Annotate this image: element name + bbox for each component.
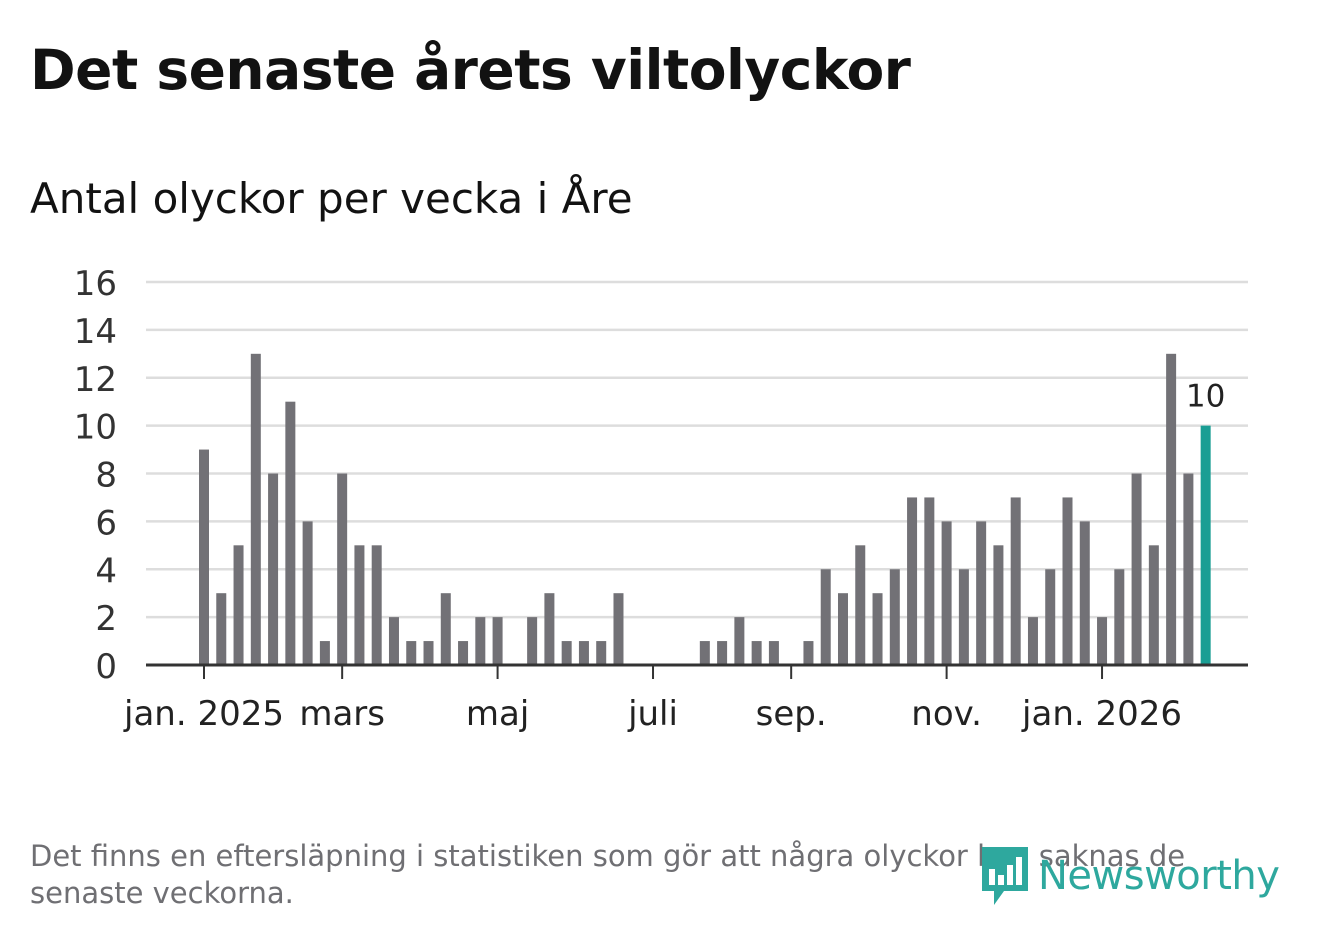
bar	[855, 545, 866, 665]
bar	[596, 641, 607, 665]
bar	[613, 593, 624, 665]
y-axis-ticks: 0 2 4 6 8 10 12 14 16	[74, 264, 117, 687]
bar	[1010, 497, 1021, 665]
x-tick-label: jan. 2026	[1021, 694, 1182, 734]
y-tick-label: 6	[95, 503, 117, 543]
bar-highlight	[1200, 425, 1211, 665]
bar	[371, 545, 382, 665]
bar	[423, 641, 434, 665]
y-tick-label: 2	[95, 599, 117, 639]
bar	[1027, 617, 1038, 665]
x-tick-label: nov.	[911, 694, 982, 734]
bar	[924, 497, 935, 665]
x-tick-label: jan. 2025	[123, 694, 284, 734]
bar	[976, 521, 987, 665]
bar	[734, 617, 745, 665]
bar-chart: 0 2 4 6 8 10 12 14 16 jan. 2025 mars maj juli sep. no…	[74, 264, 1248, 734]
bar	[268, 473, 279, 665]
x-tick-label: sep.	[756, 694, 827, 734]
x-axis-ticks: jan. 2025 mars maj juli sep. nov. jan. 2026	[123, 665, 1182, 734]
bar	[285, 401, 296, 665]
chart-title: Det senaste årets viltolyckor	[30, 38, 911, 102]
bar	[717, 641, 728, 665]
bar	[475, 617, 486, 665]
newsworthy-logo[interactable]: Newsworthy	[980, 845, 1280, 907]
bar	[1062, 497, 1073, 665]
bar	[578, 641, 589, 665]
x-tick-label: maj	[466, 694, 529, 734]
bar	[544, 593, 555, 665]
gridlines	[146, 280, 1248, 619]
data-labels: 10	[1186, 379, 1225, 415]
bar	[216, 593, 227, 665]
bar	[199, 449, 209, 665]
y-tick-label: 14	[74, 312, 117, 352]
bar	[337, 473, 348, 665]
bar	[1079, 521, 1090, 665]
bar	[1148, 545, 1159, 665]
x-tick-label: juli	[627, 694, 678, 734]
bar	[958, 569, 969, 665]
bar	[233, 545, 244, 665]
x-tick-label: mars	[299, 694, 385, 734]
chart-subtitle: Antal olyckor per vecka i Åre	[30, 174, 633, 223]
bar	[1097, 617, 1108, 665]
bar	[699, 641, 710, 665]
bars	[199, 353, 1211, 665]
bar	[319, 641, 330, 665]
bar	[1045, 569, 1056, 665]
bar	[751, 641, 762, 665]
data-label-latest: 10	[1186, 379, 1225, 415]
bar	[907, 497, 918, 665]
bar	[941, 521, 952, 665]
bar	[388, 617, 399, 665]
y-tick-label: 8	[95, 456, 117, 496]
bar	[872, 593, 883, 665]
newsworthy-logo-icon	[982, 847, 1028, 905]
y-tick-label: 10	[74, 408, 117, 448]
bar	[406, 641, 417, 665]
bar	[250, 353, 261, 665]
bar	[837, 593, 848, 665]
bar	[820, 569, 831, 665]
y-tick-label: 0	[95, 647, 117, 687]
bar	[440, 593, 451, 665]
bar	[354, 545, 365, 665]
bar	[889, 569, 900, 665]
bar	[768, 641, 779, 665]
bar	[1183, 473, 1194, 665]
bar	[1166, 353, 1177, 665]
y-tick-label: 12	[74, 360, 117, 400]
bar	[302, 521, 313, 665]
bar	[492, 617, 503, 665]
bar	[527, 617, 538, 665]
y-tick-label: 16	[74, 264, 117, 304]
newsworthy-logo-text: Newsworthy	[1038, 853, 1280, 899]
y-tick-label: 4	[95, 551, 117, 591]
bar	[993, 545, 1004, 665]
bar	[561, 641, 572, 665]
bar	[458, 641, 469, 665]
bar	[1131, 473, 1142, 665]
bar	[803, 641, 814, 665]
bar	[1114, 569, 1125, 665]
